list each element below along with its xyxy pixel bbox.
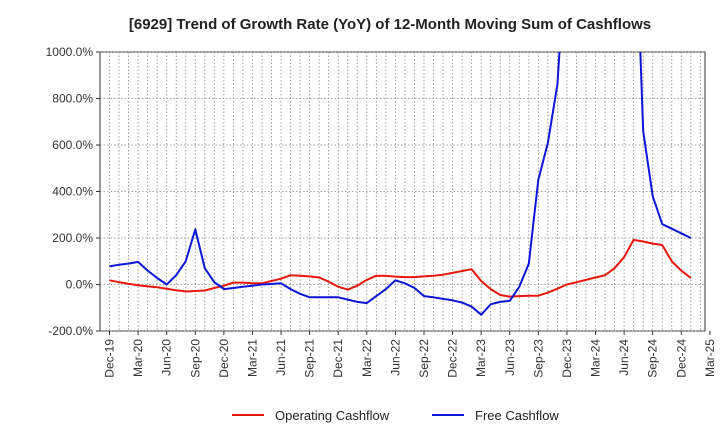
x-tick-label: Sep-20	[188, 339, 202, 378]
x-tick-label: Dec-20	[217, 339, 231, 378]
x-tick-label: Mar-22	[360, 339, 374, 377]
x-tick-label: Sep-21	[303, 339, 317, 378]
legend: Operating Cashflow Free Cashflow	[232, 408, 559, 423]
x-tick-label: Jun-24	[617, 339, 631, 376]
y-axis: 1000.0% 800.0% 600.0% 400.0% 200.0% 0.0% -200.…	[46, 45, 100, 338]
x-tick-label: Jun-22	[388, 339, 402, 376]
y-tick-label: 400.0%	[52, 185, 93, 199]
x-tick-label: Mar-24	[589, 339, 603, 377]
x-tick-label: Mar-23	[474, 339, 488, 377]
y-tick-label: -200.0%	[48, 324, 93, 338]
x-tick-label: Sep-23	[531, 339, 545, 378]
x-tick-label: Dec-19	[103, 339, 117, 378]
legend-label: Operating Cashflow	[275, 408, 390, 423]
x-tick-label: Jun-23	[503, 339, 517, 376]
x-tick-label: Jun-21	[274, 339, 288, 376]
x-tick-label: Jun-20	[160, 339, 174, 376]
series-lines	[109, 52, 692, 316]
chart-title: [6929] Trend of Growth Rate (YoY) of 12-…	[129, 16, 651, 33]
x-axis: Dec-19 Mar-20 Jun-20 Sep-20 Dec-20 Mar-21 Jun-…	[103, 331, 717, 378]
y-tick-label: 600.0%	[52, 138, 93, 152]
series-line-operating-cashflow	[109, 238, 692, 298]
y-tick-label: 200.0%	[52, 231, 93, 245]
grid-lines	[100, 51, 705, 332]
x-tick-label: Dec-21	[331, 339, 345, 378]
x-tick-label: Dec-24	[674, 339, 688, 378]
y-tick-label: 0.0%	[66, 278, 94, 292]
x-tick-label: Dec-23	[560, 339, 574, 378]
y-tick-label: 1000.0%	[46, 45, 94, 59]
x-tick-label: Sep-24	[646, 339, 660, 378]
x-tick-label: Mar-20	[131, 339, 145, 377]
x-tick-label: Sep-22	[417, 339, 431, 378]
legend-label: Free Cashflow	[475, 408, 559, 423]
series-line-free-cashflow	[109, 52, 692, 316]
y-tick-label: 800.0%	[52, 92, 93, 106]
x-tick-label: Mar-25	[703, 339, 717, 377]
x-tick-label: Dec-22	[446, 339, 460, 378]
x-tick-label: Mar-21	[245, 339, 259, 377]
